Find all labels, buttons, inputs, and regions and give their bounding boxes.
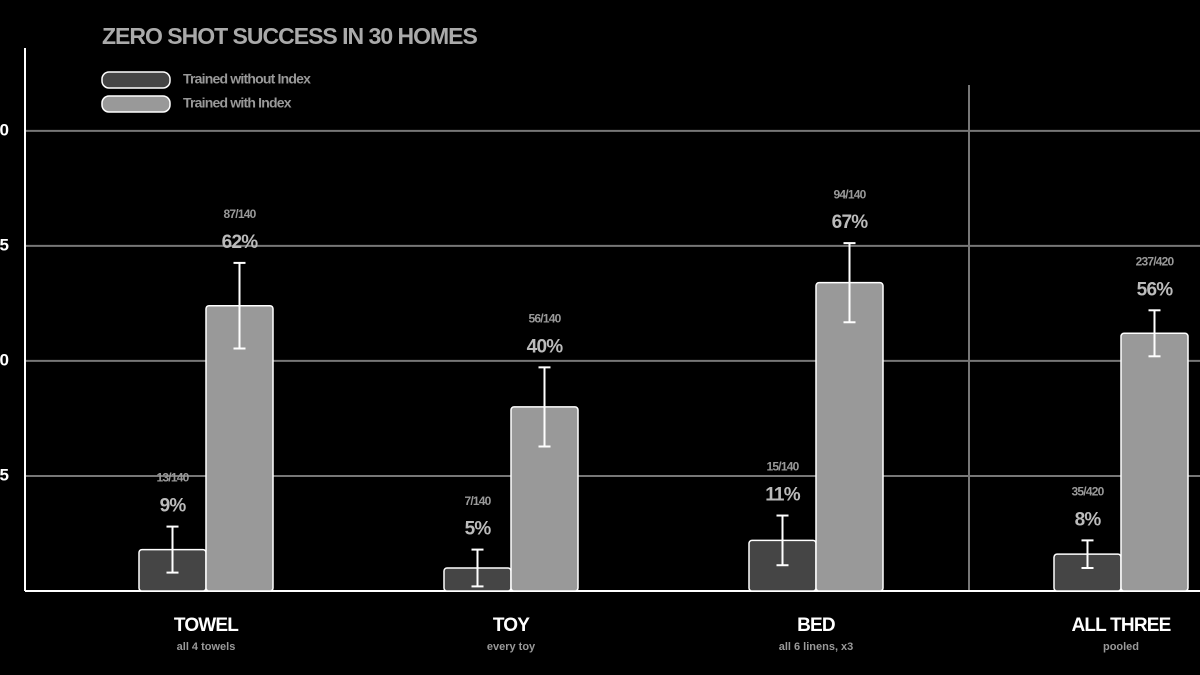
count-label: 35/420: [1072, 485, 1105, 499]
category-note: every toy: [487, 641, 536, 653]
count-label: 13/140: [157, 471, 190, 485]
value-label: 56%: [1137, 279, 1174, 300]
count-label: 56/140: [529, 312, 562, 326]
legend-label: Trained with Index: [183, 95, 292, 111]
category-note: pooled: [1103, 641, 1139, 653]
value-label: 67%: [832, 212, 869, 233]
chart-title: ZERO SHOT SUCCESS IN 30 HOMES: [102, 23, 478, 49]
category-note: all 6 linens, x3: [779, 641, 854, 653]
legend-label: Trained without Index: [183, 71, 311, 87]
x-tick-label: ALL THREE: [1071, 615, 1170, 636]
x-tick-label: TOWEL: [174, 615, 239, 636]
bar: [1120, 332, 1189, 592]
count-label: 237/420: [1136, 254, 1175, 268]
y-tick-label: 50: [0, 350, 9, 369]
value-label: 9%: [160, 496, 187, 517]
x-tick-label: TOY: [493, 615, 530, 636]
count-label: 15/140: [767, 460, 800, 474]
count-label: 7/140: [464, 494, 491, 508]
count-label: 94/140: [834, 187, 867, 201]
count-label: 87/140: [224, 207, 257, 221]
value-label: 8%: [1075, 509, 1102, 530]
legend-swatch: [101, 95, 171, 113]
category-note: all 4 towels: [177, 641, 236, 653]
value-label: 40%: [527, 336, 564, 357]
legend-swatch: [101, 71, 171, 89]
y-tick-label: 100: [0, 120, 9, 139]
value-label: 5%: [465, 519, 492, 540]
x-tick-label: BED: [797, 615, 835, 636]
bar: [815, 281, 884, 592]
y-tick-label: 25: [0, 465, 9, 484]
value-label: 11%: [765, 485, 800, 506]
value-label: 62%: [222, 232, 259, 253]
y-tick-label: 75: [0, 235, 9, 254]
